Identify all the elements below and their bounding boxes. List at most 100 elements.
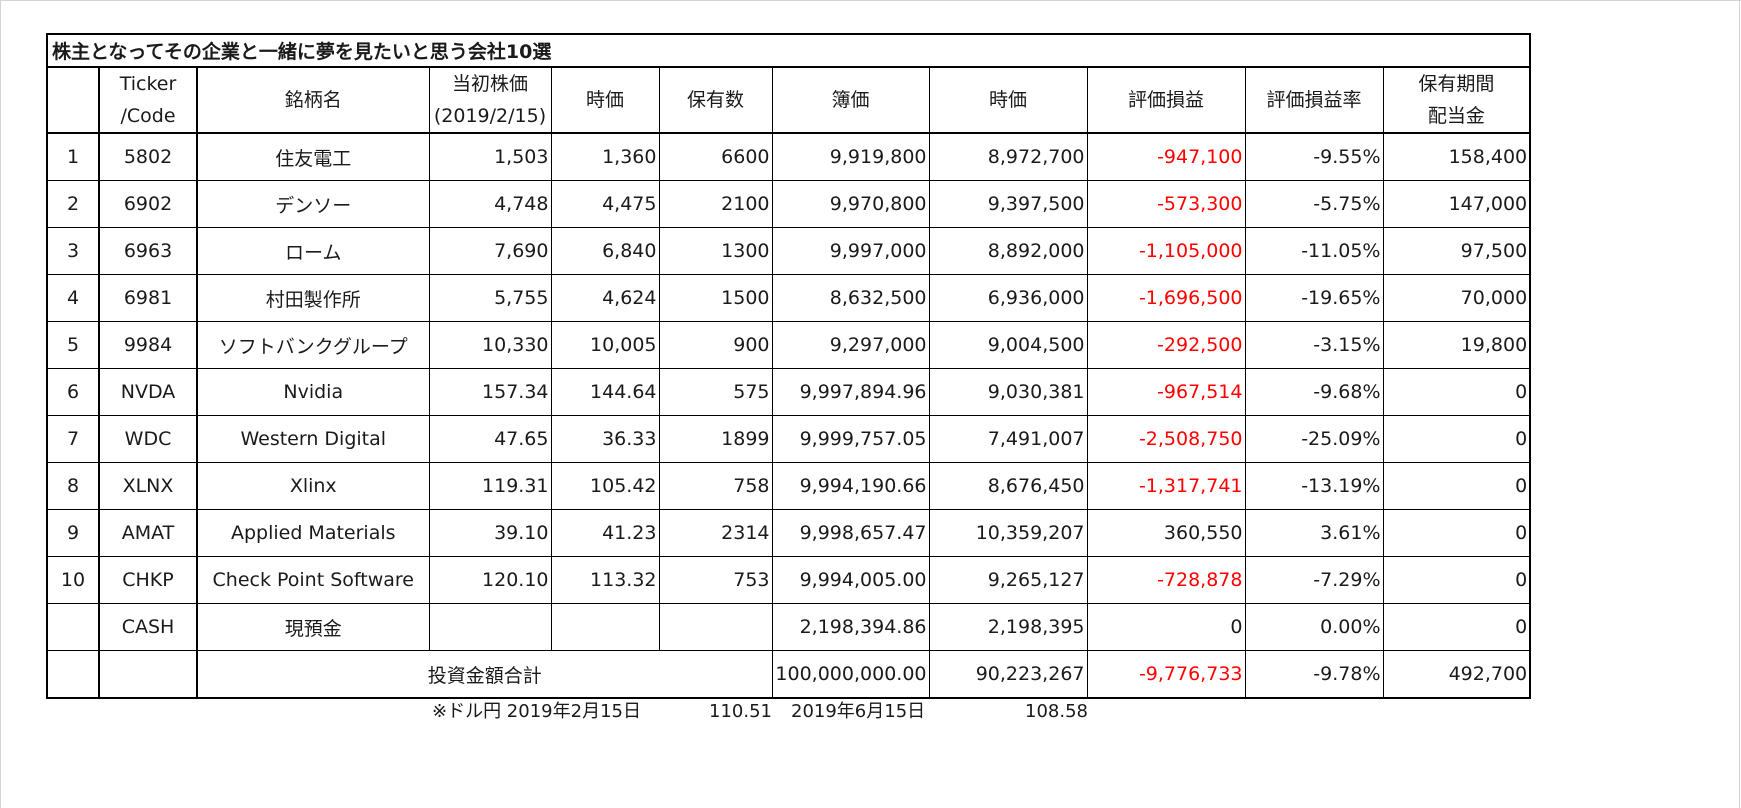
cell-unrealized-pl[interactable]: -2,508,750 [1086,415,1246,463]
cell-dividend[interactable]: 70,000 [1382,274,1531,322]
cell-market-value[interactable]: 8,892,000 [928,227,1088,275]
cell-book-value[interactable]: 9,994,005.00 [771,556,930,604]
cell-current-price[interactable]: 6,840 [550,227,660,275]
cell-current-price[interactable]: 36.33 [550,415,660,463]
cell-ticker[interactable]: XLNX [98,462,198,510]
header-book-value[interactable]: 簿価 [771,66,930,134]
cell-index[interactable]: 9 [46,509,100,557]
cell-dividend[interactable]: 0 [1382,415,1531,463]
total-unrealized-pl-rate[interactable]: -9.78% [1244,650,1384,699]
cell-initial-price[interactable]: 120.10 [428,556,552,604]
header-unrealized-pl-rate[interactable]: 評価損益率 [1244,66,1384,134]
cell-current-price[interactable] [550,603,660,651]
cell-ticker[interactable]: 9984 [98,321,198,369]
cell-book-value[interactable]: 9,999,757.05 [771,415,930,463]
cell-name[interactable]: Western Digital [196,415,430,463]
total-book-value[interactable]: 100,000,000.00 [771,650,930,699]
cell-dividend[interactable]: 158,400 [1382,132,1531,181]
cell-market-value[interactable]: 7,491,007 [928,415,1088,463]
cell-market-value[interactable]: 9,004,500 [928,321,1088,369]
cell-book-value[interactable]: 9,997,000 [771,227,930,275]
cell-unrealized-pl-rate[interactable]: -19.65% [1244,274,1384,322]
cell-current-price[interactable]: 144.64 [550,368,660,416]
cell-shares[interactable]: 575 [658,368,773,416]
cell-unrealized-pl-rate[interactable]: -11.05% [1244,227,1384,275]
cell-unrealized-pl[interactable]: -573,300 [1086,180,1246,228]
cell-index[interactable]: 6 [46,368,100,416]
cell-unrealized-pl-rate[interactable]: -25.09% [1244,415,1384,463]
total-market-value[interactable]: 90,223,267 [928,650,1088,699]
cell-market-value[interactable]: 9,030,381 [928,368,1088,416]
cell-ticker[interactable]: WDC [98,415,198,463]
cell-index[interactable]: 4 [46,274,100,322]
cell-unrealized-pl[interactable]: 0 [1086,603,1246,651]
header-unrealized-pl[interactable]: 評価損益 [1086,66,1246,134]
cell-dividend[interactable]: 147,000 [1382,180,1531,228]
cell-unrealized-pl[interactable]: -1,105,000 [1086,227,1246,275]
cell-unrealized-pl-rate[interactable]: -5.75% [1244,180,1384,228]
cell-shares[interactable]: 758 [658,462,773,510]
cell-index[interactable]: 10 [46,556,100,604]
cell-initial-price[interactable]: 47.65 [428,415,552,463]
cell-index[interactable]: 2 [46,180,100,228]
header-initial-price[interactable]: 当初株価 (2019/2/15) [428,66,552,134]
cell-dividend[interactable]: 97,500 [1382,227,1531,275]
cell-name[interactable]: ローム [196,227,430,275]
cell-ticker[interactable]: 6902 [98,180,198,228]
cell-shares[interactable]: 2314 [658,509,773,557]
header-dividend[interactable]: 保有期間 配当金 [1382,66,1531,134]
cell-unrealized-pl[interactable]: -947,100 [1086,132,1246,181]
cell-unrealized-pl-rate[interactable]: 3.61% [1244,509,1384,557]
cell-unrealized-pl[interactable]: -967,514 [1086,368,1246,416]
cell-shares[interactable]: 900 [658,321,773,369]
cell-market-value[interactable]: 10,359,207 [928,509,1088,557]
header-shares[interactable]: 保有数 [658,66,773,134]
cell-book-value[interactable]: 8,632,500 [771,274,930,322]
cell-market-value[interactable]: 8,972,700 [928,132,1088,181]
header-ticker[interactable]: Ticker /Code [98,66,198,134]
cell-ticker[interactable]: AMAT [98,509,198,557]
cell-current-price[interactable]: 4,475 [550,180,660,228]
cell-dividend[interactable]: 0 [1382,556,1531,604]
cell-initial-price[interactable]: 10,330 [428,321,552,369]
cell-dividend[interactable]: 19,800 [1382,321,1531,369]
cell-current-price[interactable]: 10,005 [550,321,660,369]
cell-ticker[interactable]: 5802 [98,132,198,181]
cell-name[interactable]: 現預金 [196,603,430,651]
cell-unrealized-pl-rate[interactable]: -7.29% [1244,556,1384,604]
cell-dividend[interactable]: 0 [1382,509,1531,557]
cell-initial-price[interactable] [428,603,552,651]
cell-initial-price[interactable]: 7,690 [428,227,552,275]
cell-index[interactable]: 3 [46,227,100,275]
cell-ticker[interactable]: CASH [98,603,198,651]
cell-current-price[interactable]: 41.23 [550,509,660,557]
cell-initial-price[interactable]: 4,748 [428,180,552,228]
cell-index[interactable] [46,603,100,651]
cell-book-value[interactable]: 2,198,394.86 [771,603,930,651]
cell-current-price[interactable]: 105.42 [550,462,660,510]
cell-book-value[interactable]: 9,998,657.47 [771,509,930,557]
cell-unrealized-pl[interactable]: -292,500 [1086,321,1246,369]
total-label[interactable]: 投資金額合計 [196,650,773,699]
cell-unrealized-pl[interactable]: 360,550 [1086,509,1246,557]
cell-shares[interactable]: 1500 [658,274,773,322]
cell-name[interactable]: 住友電工 [196,132,430,181]
cell-name[interactable]: Applied Materials [196,509,430,557]
header-market-value[interactable]: 時価 [928,66,1088,134]
cell-name[interactable]: デンソー [196,180,430,228]
cell-current-price[interactable]: 4,624 [550,274,660,322]
total-index-cell[interactable] [46,650,100,699]
cell-book-value[interactable]: 9,994,190.66 [771,462,930,510]
cell-market-value[interactable]: 9,397,500 [928,180,1088,228]
table-title[interactable]: 株主となってその企業と一緒に夢を見たいと思う会社10選 [46,33,1531,68]
cell-initial-price[interactable]: 39.10 [428,509,552,557]
cell-unrealized-pl-rate[interactable]: -13.19% [1244,462,1384,510]
cell-shares[interactable]: 2100 [658,180,773,228]
cell-market-value[interactable]: 8,676,450 [928,462,1088,510]
cell-unrealized-pl[interactable]: -1,696,500 [1086,274,1246,322]
cell-market-value[interactable]: 9,265,127 [928,556,1088,604]
header-name[interactable]: 銘柄名 [196,66,430,134]
header-current-price[interactable]: 時価 [550,66,660,134]
cell-index[interactable]: 7 [46,415,100,463]
cell-book-value[interactable]: 9,997,894.96 [771,368,930,416]
